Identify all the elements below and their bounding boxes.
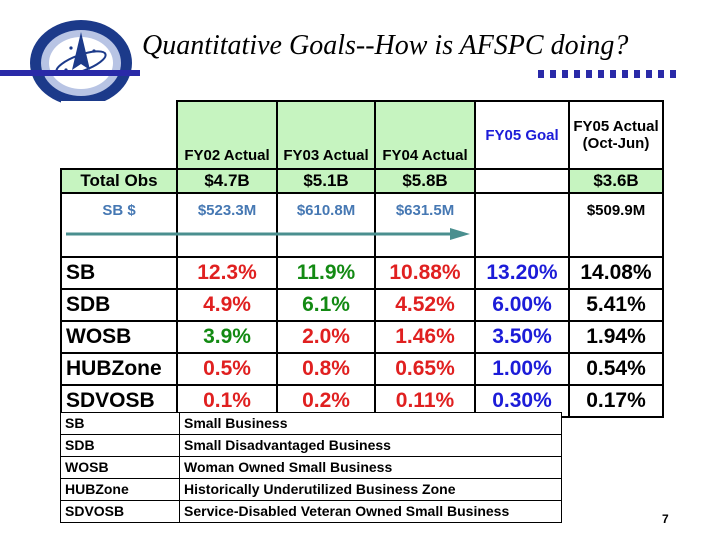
- table-row: Total Obs $4.7B $5.1B $5.8B $3.6B: [60, 168, 664, 194]
- table-cell: 1.46%: [374, 320, 476, 354]
- table-cell: 3.50%: [474, 320, 570, 354]
- table-cell: 0.5%: [176, 352, 278, 386]
- header-blank: [61, 101, 178, 170]
- table-cell: 2.0%: [276, 320, 376, 354]
- table-cell: $4.7B: [176, 168, 278, 194]
- glossary-full: Small Disadvantaged Business: [179, 434, 562, 457]
- table-cell: $509.9M: [568, 192, 664, 258]
- table-row: HUBZone Historically Underutilized Busin…: [60, 478, 562, 501]
- row-label: Total Obs: [60, 168, 178, 194]
- glossary-abbr: SDB: [60, 434, 180, 457]
- row-label: WOSB: [60, 320, 178, 354]
- table-cell: 10.88%: [374, 256, 476, 290]
- table-cell: $3.6B: [568, 168, 664, 194]
- table-cell: 0.54%: [568, 352, 664, 386]
- glossary-full: Small Business: [179, 412, 562, 435]
- afspc-shield-icon: AIR FORCE SPACE COMMAND: [30, 20, 132, 106]
- page-number: 7: [662, 512, 669, 526]
- table-cell: 6.00%: [474, 288, 570, 322]
- table-cell: $5.8B: [374, 168, 476, 194]
- table-row: SDB Small Disadvantaged Business: [60, 434, 562, 457]
- trend-arrow-icon: [66, 228, 470, 240]
- row-label: HUBZone: [60, 352, 178, 386]
- header-fy04: FY04 Actual: [374, 100, 476, 170]
- glossary-abbr: HUBZone: [60, 478, 180, 501]
- table-header-row: FY02 Actual FY03 Actual FY04 Actual FY05…: [61, 100, 664, 170]
- table-cell: $631.5M: [374, 192, 476, 258]
- table-row: SB $ $523.3M $610.8M $631.5M $509.9M: [60, 192, 664, 258]
- table-cell: 0.17%: [568, 384, 664, 418]
- glossary-abbr: SDVOSB: [60, 500, 180, 523]
- table-cell: 5.41%: [568, 288, 664, 322]
- table-cell: 11.9%: [276, 256, 376, 290]
- header-fy05-goal: FY05 Goal: [474, 100, 570, 170]
- table-row: WOSB 3.9% 2.0% 1.46% 3.50% 1.94%: [60, 320, 664, 354]
- row-label: SB: [60, 256, 178, 290]
- table-cell: $5.1B: [276, 168, 376, 194]
- table-cell: 0.65%: [374, 352, 476, 386]
- glossary-full: Historically Underutilized Business Zone: [179, 478, 562, 501]
- table-row: WOSB Woman Owned Small Business: [60, 456, 562, 479]
- glossary-abbr: SB: [60, 412, 180, 435]
- header-fy03: FY03 Actual: [276, 100, 376, 170]
- header-bar: [0, 70, 676, 78]
- table-cell: 1.94%: [568, 320, 664, 354]
- table-cell: $610.8M: [276, 192, 376, 258]
- header-fy05-actual: FY05 Actual (Oct-Jun): [568, 100, 664, 170]
- table-cell: [474, 192, 570, 258]
- glossary-abbr: WOSB: [60, 456, 180, 479]
- header-fy02: FY02 Actual: [176, 100, 278, 170]
- table-cell: 6.1%: [276, 288, 376, 322]
- table-cell: 3.9%: [176, 320, 278, 354]
- table-cell: 1.00%: [474, 352, 570, 386]
- table-cell: 14.08%: [568, 256, 664, 290]
- table-cell: 13.20%: [474, 256, 570, 290]
- table-row: HUBZone 0.5% 0.8% 0.65% 1.00% 0.54%: [60, 352, 664, 386]
- page-title: Quantitative Goals--How is AFSPC doing?: [142, 30, 629, 61]
- glossary-full: Service-Disabled Veteran Owned Small Bus…: [179, 500, 562, 523]
- glossary-table: SB Small Business SDB Small Disadvantage…: [60, 412, 562, 523]
- row-label: SDB: [60, 288, 178, 322]
- table-cell: 12.3%: [176, 256, 278, 290]
- table-cell: 4.9%: [176, 288, 278, 322]
- glossary-full: Woman Owned Small Business: [179, 456, 562, 479]
- table-row: SDVOSB Service-Disabled Veteran Owned Sm…: [60, 500, 562, 523]
- table-cell: 4.52%: [374, 288, 476, 322]
- table-row: SB Small Business: [60, 412, 562, 435]
- table-row: SDB 4.9% 6.1% 4.52% 6.00% 5.41%: [60, 288, 664, 322]
- table-cell: [474, 168, 570, 194]
- table-row: SB 12.3% 11.9% 10.88% 13.20% 14.08%: [60, 256, 664, 290]
- table-cell: 0.8%: [276, 352, 376, 386]
- table-cell: $523.3M: [176, 192, 278, 258]
- row-label: SB $: [60, 192, 178, 258]
- goals-table: FY02 Actual FY03 Actual FY04 Actual FY05…: [60, 100, 664, 418]
